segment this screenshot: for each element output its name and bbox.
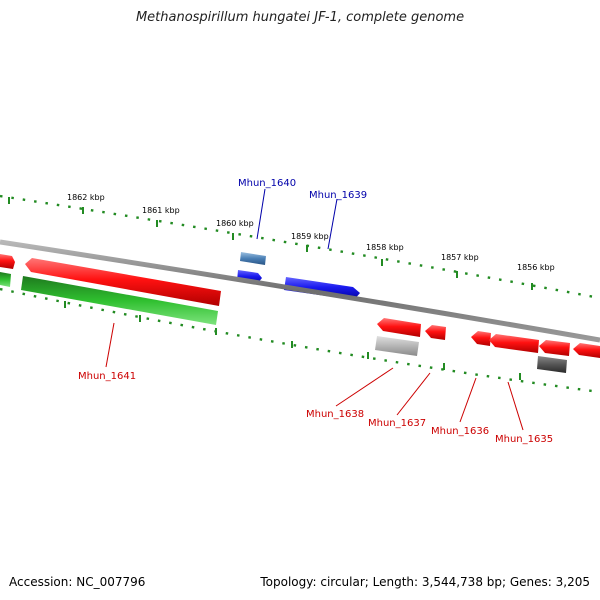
gene-right-edge: [573, 343, 600, 358]
scale-label-1860: 1860 kbp: [216, 219, 254, 228]
pseudo-gene-dark: [537, 356, 567, 373]
forward-genes: [237, 252, 360, 300]
gene-label-mhun-1638: Mhun_1638: [306, 409, 364, 420]
gene-mhun-1640: [240, 252, 266, 265]
pseudo-gene-grey: [375, 336, 419, 356]
scale-labels: 1862 kbp 1861 kbp 1860 kbp 1859 kbp 1858…: [67, 193, 555, 272]
scale-label-1858: 1858 kbp: [366, 243, 404, 252]
genome-summary-text: Topology: circular; Length: 3,544,738 bp…: [260, 575, 590, 589]
rna-gene-long: [21, 276, 218, 325]
gene-mhun-1636: [471, 331, 491, 346]
scale-label-1859: 1859 kbp: [291, 232, 329, 241]
rna-gene-left-edge: [0, 272, 11, 287]
gene-label-mhun-1637: Mhun_1637: [368, 418, 426, 429]
rna-genes: [0, 272, 567, 373]
gene-mhun-1635: [539, 340, 570, 356]
gene-label-mhun-1636: Mhun_1636: [431, 426, 489, 437]
gene-mhun-1637: [425, 325, 446, 340]
gene-label-mhun-1639: Mhun_1639: [309, 190, 367, 201]
upper-scale-ring: [0, 194, 600, 300]
gene-mhun-1636b: [489, 334, 539, 353]
map-title: Methanospirillum hungatei JF-1, complete…: [135, 10, 465, 25]
reverse-genes: [0, 254, 600, 358]
gene-label-mhun-1635: Mhun_1635: [495, 434, 553, 445]
scale-label-1861: 1861 kbp: [142, 206, 180, 215]
gene-mhun-1641: [25, 258, 221, 306]
leader-lines: [105, 188, 524, 431]
genome-backbone: [0, 239, 600, 343]
lower-scale-ring: [0, 287, 600, 394]
gene-mhun-1638: [377, 318, 421, 337]
gene-label-mhun-1640: Mhun_1640: [238, 178, 296, 189]
scale-label-1857: 1857 kbp: [441, 253, 479, 262]
gene-labels: Mhun_1640 Mhun_1639 Mhun_1641 Mhun_1638 …: [78, 178, 553, 445]
scale-label-1856: 1856 kbp: [517, 263, 555, 272]
gene-left-edge: [0, 254, 15, 269]
gene-label-mhun-1641: Mhun_1641: [78, 371, 136, 382]
accession-text: Accession: NC_007796: [9, 575, 146, 589]
scale-label-1862: 1862 kbp: [67, 193, 105, 202]
